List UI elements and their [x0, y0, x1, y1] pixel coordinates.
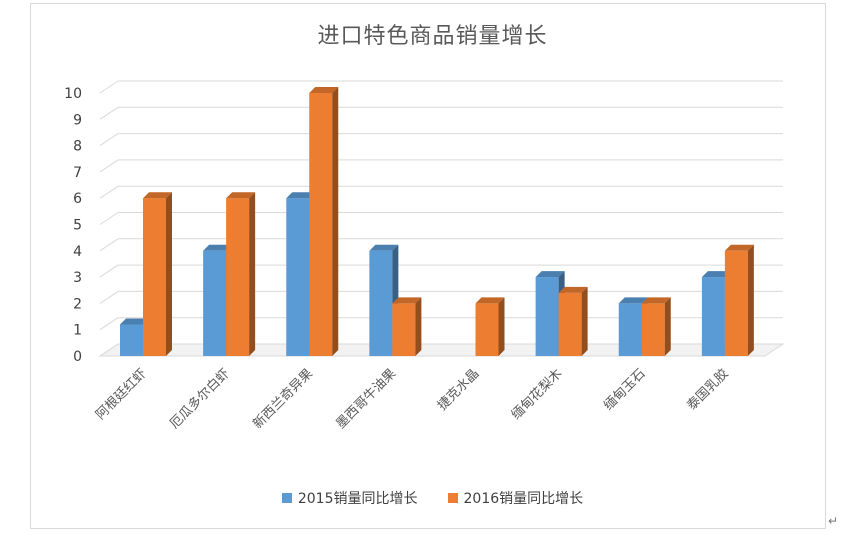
bar: [641, 303, 665, 356]
legend-swatch-2016: [447, 493, 458, 503]
gridline-depth: [99, 185, 119, 199]
y-tick-label: 1: [73, 323, 82, 339]
bar: [558, 292, 582, 356]
x-category-label: 阿根廷红虾: [93, 366, 150, 423]
x-category-label: 墨西哥牛油果: [333, 366, 399, 432]
bar-side: [249, 192, 256, 356]
bar-top: [701, 271, 731, 278]
y-tick-label: 6: [73, 191, 82, 207]
bar-top: [203, 244, 233, 251]
gridline-depth: [99, 133, 119, 147]
y-tick-label: 9: [73, 112, 82, 128]
chart-title: 进口特色商品销量增长: [317, 24, 548, 49]
bar-side: [747, 244, 754, 356]
legend-label-2016: 2016销量同比增长: [463, 491, 584, 507]
bar-side: [581, 286, 588, 356]
x-category-label: 厄瓜多尔白虾: [166, 366, 232, 432]
x-category-label: 新西兰奇异果: [250, 366, 316, 432]
bar: [392, 303, 416, 356]
chart-floor: [98, 343, 785, 357]
bar: [143, 198, 166, 356]
bar: [701, 277, 725, 356]
x-category-label: 缅甸花梨木: [508, 366, 565, 423]
bar: [286, 198, 310, 356]
paragraph-return-mark: ↵: [828, 514, 839, 528]
y-tick-label: 2: [73, 296, 82, 312]
y-tick-label: 4: [73, 244, 82, 260]
bar: [535, 277, 559, 356]
bar-top: [535, 271, 565, 278]
bar: [309, 93, 333, 356]
gridline-depth: [99, 80, 119, 94]
bar-top: [309, 87, 339, 93]
legend-label-2015: 2015销量同比增长: [297, 491, 418, 507]
legend-swatch-2015: [281, 493, 292, 503]
bar-top: [641, 297, 671, 304]
y-tick-label: 0: [73, 349, 82, 365]
y-tick-label: 8: [73, 139, 82, 155]
bar: [475, 303, 499, 356]
legend-item-2015: 2015销量同比增长: [281, 488, 418, 508]
bar: [369, 250, 393, 356]
gridline-depth: [99, 317, 119, 331]
bar-top: [724, 244, 754, 251]
bar-side: [332, 87, 339, 356]
y-tick-label: 7: [73, 165, 82, 181]
gridline-depth: [99, 159, 119, 173]
bar-top: [120, 318, 149, 325]
bar-side: [498, 297, 505, 356]
bar-top: [618, 297, 648, 304]
gridline-depth: [99, 106, 119, 120]
bar-top: [369, 244, 399, 251]
x-category-label: 缅甸玉石: [601, 366, 648, 413]
bar-side: [415, 297, 422, 356]
bar-top: [392, 297, 422, 304]
x-category-label: 泰国乳胶: [684, 366, 732, 414]
y-tick-label: 3: [73, 270, 82, 286]
bar: [724, 250, 748, 356]
bar-side: [664, 297, 671, 356]
bar: [618, 303, 642, 356]
bar-top: [558, 286, 588, 293]
legend-item-2016: 2016销量同比增长: [447, 488, 584, 508]
y-tick-label: 5: [73, 218, 82, 234]
gridline-depth: [99, 238, 119, 252]
bar-top: [286, 192, 316, 199]
bar: [226, 198, 250, 356]
bar-side: [166, 192, 172, 356]
chart-frame: [30, 3, 826, 529]
gridline-depth: [99, 212, 119, 225]
x-category-label: 捷克水晶: [435, 366, 482, 413]
bar-top: [143, 192, 172, 199]
bar-top: [226, 192, 256, 199]
bar: [120, 324, 143, 356]
y-tick-label: 10: [64, 86, 82, 102]
bar: [203, 250, 227, 356]
gridline-depth: [99, 290, 119, 304]
legend: 2015销量同比增长 2016销量同比增长: [0, 488, 865, 508]
bar-top: [475, 297, 505, 304]
gridline-depth: [99, 264, 119, 278]
gridline-depth: [99, 343, 119, 357]
